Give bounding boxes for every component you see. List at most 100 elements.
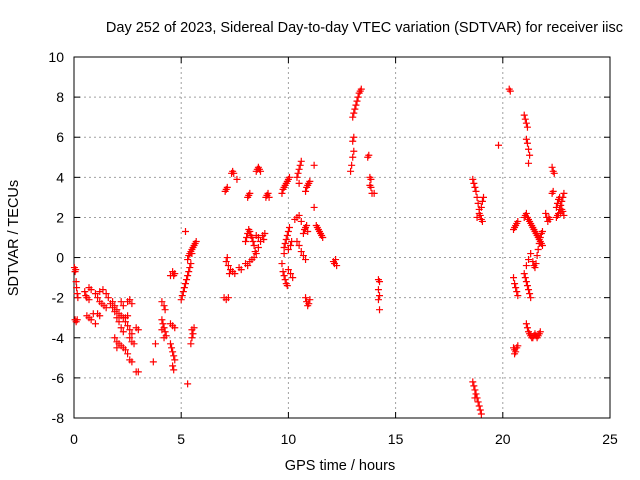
data-point bbox=[526, 151, 534, 159]
y-tick-label: -2 bbox=[52, 290, 65, 306]
y-tick-label: 4 bbox=[56, 169, 64, 185]
data-point bbox=[295, 211, 303, 219]
data-point bbox=[184, 256, 192, 264]
data-point bbox=[149, 358, 157, 366]
data-point bbox=[72, 278, 80, 286]
data-point bbox=[134, 368, 142, 376]
data-point bbox=[305, 300, 313, 308]
data-point bbox=[310, 161, 318, 169]
data-point bbox=[264, 189, 272, 197]
data-point bbox=[260, 236, 268, 244]
data-point bbox=[102, 304, 110, 312]
data-point bbox=[319, 234, 327, 241]
data-point bbox=[257, 167, 265, 175]
data-point bbox=[351, 105, 359, 113]
data-point bbox=[469, 175, 477, 183]
x-tick-label: 15 bbox=[388, 431, 404, 447]
data-point bbox=[512, 284, 520, 292]
data-point bbox=[222, 258, 230, 266]
data-point bbox=[293, 173, 301, 181]
data-point bbox=[248, 234, 256, 241]
data-point bbox=[284, 246, 292, 254]
data-point bbox=[511, 350, 519, 358]
data-point bbox=[158, 316, 166, 324]
data-point bbox=[367, 175, 375, 183]
data-point bbox=[72, 266, 80, 274]
data-point bbox=[293, 238, 301, 246]
data-point bbox=[126, 334, 134, 342]
data-point bbox=[74, 294, 82, 302]
x-tick-label: 25 bbox=[602, 431, 618, 447]
data-point bbox=[514, 217, 522, 225]
data-point bbox=[542, 209, 550, 217]
data-point bbox=[278, 260, 286, 268]
tick-labels: 0 5 10 15 20 25 -8 -6 -4 -2 0 2 4 6 8 10 bbox=[48, 49, 618, 447]
data-point bbox=[303, 221, 311, 229]
data-point bbox=[231, 270, 239, 278]
data-point bbox=[310, 203, 318, 211]
data-point bbox=[223, 183, 231, 191]
data-point bbox=[560, 211, 568, 219]
data-point bbox=[525, 145, 533, 153]
data-point bbox=[151, 340, 159, 348]
data-point bbox=[119, 302, 127, 310]
data-point bbox=[265, 193, 273, 201]
data-point bbox=[126, 296, 134, 304]
data-point bbox=[171, 356, 179, 364]
data-point bbox=[94, 294, 102, 302]
data-point bbox=[189, 330, 197, 338]
data-point bbox=[111, 334, 119, 342]
data-point bbox=[478, 197, 486, 205]
data-point bbox=[472, 390, 480, 398]
data-point bbox=[284, 227, 292, 235]
data-point bbox=[177, 296, 185, 304]
data-point bbox=[525, 159, 533, 167]
data-point bbox=[254, 244, 262, 252]
data-point bbox=[87, 286, 95, 294]
data-point bbox=[521, 115, 529, 123]
data-point bbox=[474, 199, 482, 207]
data-point bbox=[513, 288, 521, 296]
data-point bbox=[526, 290, 534, 298]
data-point bbox=[347, 167, 355, 175]
x-tick-label: 0 bbox=[70, 431, 78, 447]
data-point bbox=[535, 240, 543, 248]
data-point bbox=[161, 306, 169, 314]
data-point bbox=[134, 326, 142, 334]
data-point bbox=[250, 242, 258, 250]
data-point bbox=[471, 394, 479, 402]
data-point bbox=[181, 280, 189, 288]
x-tick-label: 5 bbox=[177, 431, 185, 447]
data-point bbox=[282, 236, 290, 244]
data-point bbox=[514, 292, 522, 300]
data-point bbox=[81, 288, 89, 296]
data-point bbox=[169, 348, 177, 356]
data-point bbox=[121, 346, 129, 354]
data-point bbox=[111, 302, 119, 310]
data-point bbox=[478, 217, 486, 225]
data-point bbox=[224, 294, 232, 302]
data-point bbox=[374, 296, 382, 304]
y-tick-label: -6 bbox=[52, 370, 65, 386]
data-point bbox=[556, 193, 564, 201]
data-point bbox=[367, 183, 375, 191]
data-point bbox=[549, 187, 557, 195]
data-point bbox=[471, 183, 479, 191]
data-point bbox=[183, 276, 191, 284]
data-point bbox=[550, 169, 558, 177]
data-point bbox=[287, 242, 295, 250]
data-point bbox=[522, 209, 530, 217]
data-point bbox=[180, 284, 188, 292]
data-point bbox=[536, 234, 544, 241]
data-point bbox=[495, 141, 503, 149]
data-point bbox=[246, 227, 254, 235]
data-point bbox=[73, 316, 81, 324]
data-point bbox=[179, 288, 187, 296]
data-point bbox=[523, 139, 531, 147]
data-point bbox=[533, 252, 541, 260]
data-point bbox=[91, 320, 99, 328]
data-point bbox=[230, 169, 238, 177]
data-point bbox=[117, 298, 125, 306]
data-point bbox=[170, 352, 178, 360]
